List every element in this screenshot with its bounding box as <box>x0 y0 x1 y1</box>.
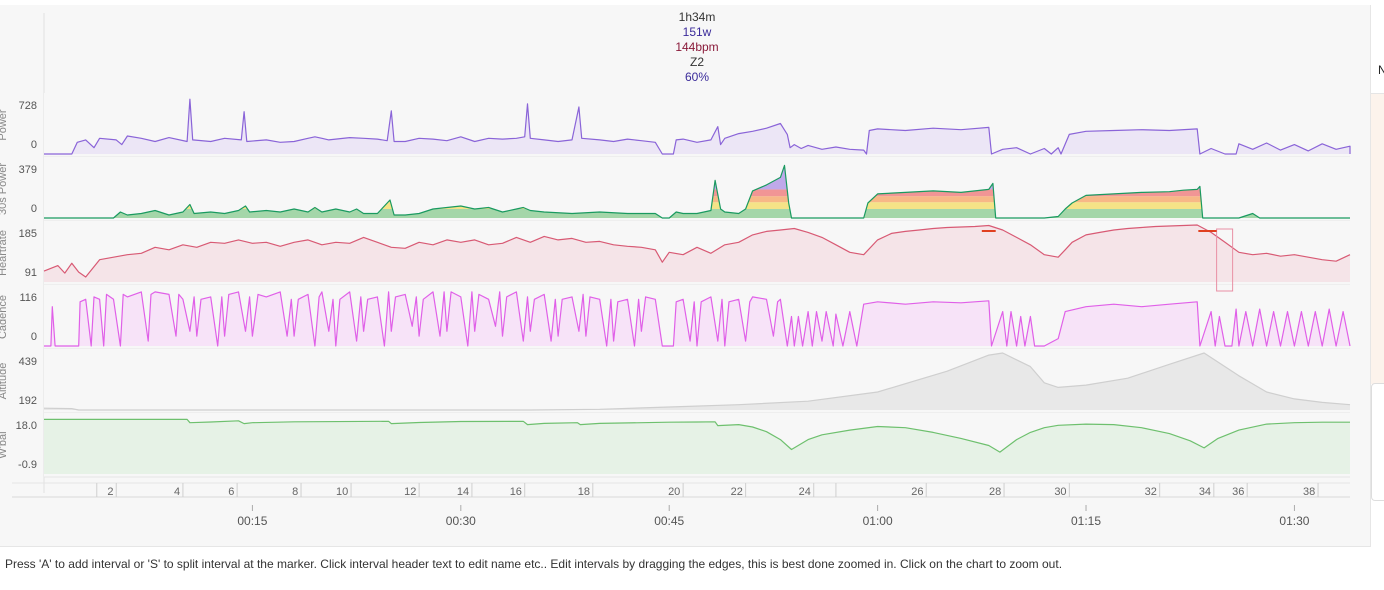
lap-number[interactable]: 2 <box>107 486 113 498</box>
altitude-line[interactable] <box>43 352 1351 411</box>
cadence-line[interactable] <box>44 291 1351 347</box>
lap-number[interactable]: 8 <box>292 486 298 498</box>
lap-number[interactable]: 14 <box>457 486 469 498</box>
cadence-min-label: 0 <box>31 331 37 343</box>
power-min-label: 0 <box>31 139 37 151</box>
lap-number[interactable]: 20 <box>668 486 680 498</box>
heartrate-title: Heartrate <box>0 230 9 276</box>
chart-panel[interactable]: 728 0 Power 379 0 30s Power 185 91 Heartrate 116 0… <box>0 5 1371 547</box>
x-tick-label: 01:30 <box>1279 514 1309 528</box>
w-bal-title: W'bal <box>0 431 9 458</box>
x-tick-label: 01:00 <box>863 514 893 528</box>
right-panel-tab-secondary[interactable] <box>1371 383 1384 501</box>
activity-chart[interactable]: 728 0 Power 379 0 30s Power 185 91 Heartrate 116 0… <box>0 5 1370 546</box>
lap-number[interactable]: 36 <box>1232 486 1244 498</box>
heartrate-max-label: 185 <box>19 228 37 240</box>
lap-number[interactable]: 24 <box>799 486 811 498</box>
30s-power-max-label: 379 <box>19 164 37 176</box>
w-bal-area <box>44 419 1350 474</box>
cadence-area <box>44 291 1350 346</box>
power-area <box>44 99 1350 154</box>
lap-number[interactable]: 22 <box>731 486 743 498</box>
lap-number[interactable]: 16 <box>510 486 522 498</box>
w-bal-min-label: -0.9 <box>18 459 37 471</box>
altitude-max-label: 439 <box>19 356 37 368</box>
selection-marker[interactable] <box>1216 228 1234 292</box>
30s-power-line[interactable] <box>44 164 1350 219</box>
lap-number[interactable]: 4 <box>174 486 180 498</box>
summary-avg-power[interactable]: 151w <box>682 25 712 39</box>
lap-number[interactable]: 26 <box>911 486 923 498</box>
w-bal-max-label: 18.0 <box>16 420 37 432</box>
lap-number[interactable]: 10 <box>336 486 348 498</box>
lap-number[interactable]: 30 <box>1054 486 1066 498</box>
lap-number[interactable]: 32 <box>1145 486 1157 498</box>
x-tick-label: 00:15 <box>237 514 267 528</box>
x-tick-label: 01:15 <box>1071 514 1101 528</box>
power-line[interactable] <box>44 98 1351 155</box>
x-tick-label: 00:45 <box>654 514 684 528</box>
power-title: Power <box>0 109 9 141</box>
altitude-title: Altitude <box>0 363 9 400</box>
30s-power-min-label: 0 <box>31 203 37 215</box>
altitude-min-label: 192 <box>19 395 37 407</box>
interval-summary[interactable]: 1h34m 151w 144bpm Z2 60% <box>597 10 797 85</box>
summary-avg-hr[interactable]: 144bpm <box>675 40 719 54</box>
30s-power-title: 30s Power <box>0 163 9 215</box>
lap-number[interactable]: 28 <box>989 486 1001 498</box>
lap-number[interactable]: 18 <box>578 486 590 498</box>
lap-number[interactable]: 12 <box>404 486 416 498</box>
heartrate-line[interactable] <box>43 224 1351 278</box>
lap-number[interactable]: 6 <box>228 486 234 498</box>
summary-zone[interactable]: Z2 <box>689 55 704 69</box>
right-panel-letter: N <box>1378 63 1384 77</box>
altitude-area <box>44 353 1350 410</box>
right-panel-tab[interactable] <box>1371 93 1384 384</box>
heartrate-area <box>44 225 1350 282</box>
power-max-label: 728 <box>19 100 37 112</box>
cadence-title: Cadence <box>0 295 9 339</box>
w-bal-line[interactable] <box>44 418 1350 453</box>
footer-hint: Press 'A' to add interval or 'S' to spli… <box>5 557 1063 571</box>
heartrate-min-label: 91 <box>25 267 37 279</box>
summary-percent[interactable]: 60% <box>684 70 710 84</box>
cadence-max-label: 116 <box>19 292 37 304</box>
right-side-panel: N <box>1371 5 1384 546</box>
summary-duration[interactable]: 1h34m <box>678 10 716 24</box>
lap-number[interactable]: 38 <box>1303 486 1315 498</box>
lap-number[interactable]: 34 <box>1199 486 1211 498</box>
x-tick-label: 00:30 <box>446 514 476 528</box>
